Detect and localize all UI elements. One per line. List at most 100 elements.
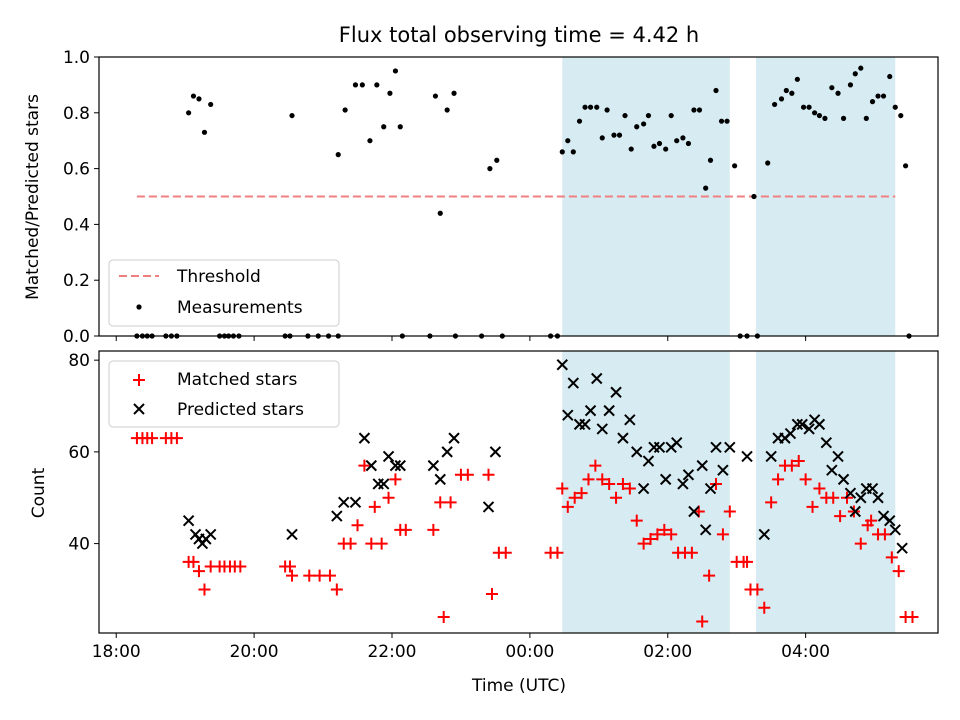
predicted-point [844,487,857,499]
y-tick-label: 1.0 [63,48,90,68]
legend-predicted-marker [133,403,145,415]
bottom-x-ticks: 18:00 20:00 22:00 00:00 02:00 04:00 [92,633,830,662]
predicted-point [349,496,362,509]
measurement-point [201,129,208,135]
predicted-point [562,409,574,421]
matched-point [623,482,636,495]
measurement-point [397,124,403,130]
measurement-point [342,107,348,113]
y-tick-label: 60 [68,443,90,463]
matched-point [575,487,588,500]
matched-point [854,537,867,550]
predicted-point [659,473,672,486]
measurement-point [367,138,373,144]
x-tick-label: 18:00 [92,642,141,662]
measurement-point [594,104,600,110]
measurement-point [869,99,876,105]
predicted-point [358,432,371,444]
predicted-point [671,436,683,449]
predicted-point [637,482,650,495]
predicted-point [610,386,622,398]
measurement-point [674,138,680,144]
legend-threshold-label: Threshold [176,267,261,287]
matched-point [582,473,595,486]
predicted-point [837,473,850,486]
matched-point [330,583,343,596]
measurement-point [835,90,841,96]
predicted-point [866,482,879,495]
predicted-point [441,446,453,458]
predicted-point [394,459,406,472]
matched-point [703,569,716,582]
predicted-point [717,464,729,476]
measurement-point [611,132,617,138]
predicted-point [182,514,195,527]
predicted-point [696,459,708,472]
measurement-point [208,101,214,108]
measurement-point [732,163,738,169]
measurement-point [789,90,795,96]
measurement-point [772,101,778,108]
matched-point [485,588,498,601]
matched-point [561,500,574,513]
measurement-point [437,210,443,216]
measurement-point [751,193,757,200]
y-tick-label: 0.4 [63,215,90,235]
bottom-legend: Matched stars Predicted stars [108,360,340,428]
measurement-point [668,112,674,119]
matched-point [651,528,664,541]
predicted-point [877,510,890,522]
matched-point [313,569,326,582]
matched-point [834,510,847,523]
matched-point [187,555,200,568]
predicted-point [372,478,384,490]
measurement-point [381,124,387,130]
x-tick-label: 22:00 [367,642,416,662]
matched-point [551,546,564,559]
measurement-point [858,65,864,71]
predicted-point [872,492,884,504]
bottom-panel: 40 60 80 18:00 20:00 22:00 00:00 02:00 04:00 Co… [29,350,939,696]
x-tick-label: 04:00 [781,642,830,662]
measurement-point [887,73,893,80]
measurement-point [444,107,450,113]
predicted-point [579,418,591,431]
top-x-ticks [115,336,807,341]
matched-point [630,514,643,527]
predicted-point [482,501,495,513]
y-tick-label: 40 [68,535,90,555]
matched-point [427,523,440,536]
matched-point [589,459,602,472]
measurement-point [656,140,663,147]
predicted-point [631,446,643,458]
measurement-point [335,152,341,158]
x-axis-label: Time (UTC) [471,676,566,696]
matched-point [351,519,364,532]
predicted-point [704,482,717,495]
matched-point [813,482,826,495]
measurement-point [703,185,709,191]
matched-point [616,477,629,490]
measurement-point [494,157,500,163]
measurement-point [576,118,583,124]
predicted-point [378,478,390,490]
legend-matched-label: Matched stars [177,370,297,390]
matched-point [323,569,336,582]
matched-point [170,432,183,445]
predicted-point [338,496,350,509]
x-tick-label: 02:00 [643,642,692,662]
legend-measurements-label: Measurements [177,298,303,318]
predicted-point [826,464,838,476]
y-tick-label: 80 [68,351,90,371]
measurement-point [713,87,719,94]
predicted-point [884,514,896,527]
measurement-point [718,118,725,124]
matched-point [658,523,671,536]
matched-point [710,477,723,490]
predicted-point [682,469,695,481]
predicted-point [688,505,700,518]
measurement-point [765,160,771,166]
measurements-series [134,65,912,339]
measurement-point [587,104,594,110]
